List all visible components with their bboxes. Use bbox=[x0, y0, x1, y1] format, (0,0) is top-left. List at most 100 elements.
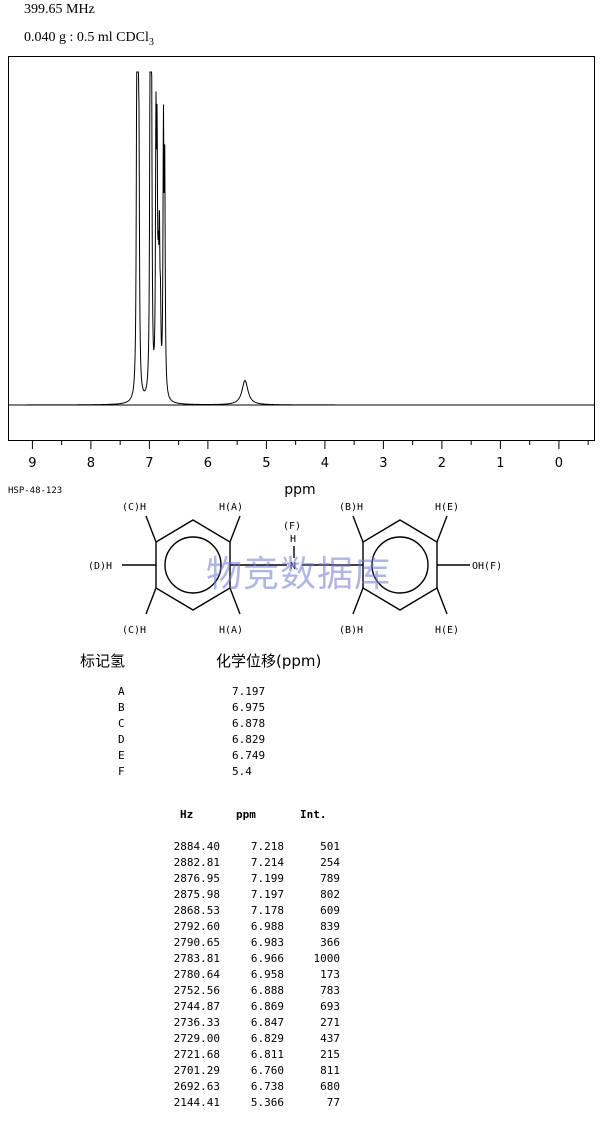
peak-hz: 2876.95 bbox=[173, 872, 220, 885]
peak-ppm: 7.197 bbox=[250, 888, 284, 901]
peak-row: 2783.81 6.966 1000 bbox=[150, 952, 370, 968]
assignment-shift: 6.829 bbox=[232, 733, 266, 746]
peak-int: 501 bbox=[320, 840, 340, 853]
assignment-headers: 标记氢 化学位移(ppm) bbox=[80, 650, 480, 672]
assignment-label: C bbox=[118, 717, 125, 730]
peak-row: 2144.41 5.366 77 bbox=[150, 1096, 370, 1112]
peak-int: 1000 bbox=[313, 952, 341, 965]
peak-row: 2752.56 6.888 783 bbox=[150, 984, 370, 1000]
peak-row: 2780.64 6.958 173 bbox=[150, 968, 370, 984]
x-tick-label: 3 bbox=[379, 456, 387, 471]
assignment-shift: 6.878 bbox=[232, 717, 266, 730]
col-hz: Hz bbox=[180, 808, 194, 821]
col-int: Int. bbox=[300, 808, 327, 821]
peak-int: 789 bbox=[320, 872, 340, 885]
bond-a-top bbox=[229, 515, 241, 543]
peak-row: 2729.00 6.829 437 bbox=[150, 1032, 370, 1048]
peak-rows: 2884.40 7.218 501 2882.81 7.214 254 2876.95 7.1… bbox=[150, 840, 370, 1112]
peak-ppm: 6.829 bbox=[250, 1032, 284, 1045]
peak-int: 693 bbox=[320, 1000, 340, 1013]
bond-b-top bbox=[352, 515, 364, 543]
col-ppm: ppm bbox=[236, 808, 256, 821]
peak-int: 811 bbox=[320, 1064, 340, 1077]
x-tick-label: 0 bbox=[555, 456, 563, 471]
peak-int: 839 bbox=[320, 920, 340, 933]
assignment-table: A 7.197 B 6.975 C 6.878 D 6.829 E 6.749 F 5.4 bbox=[118, 685, 378, 781]
x-tick-label: 6 bbox=[204, 456, 212, 471]
bond-c-bottom bbox=[145, 587, 157, 615]
peak-hz: 2868.53 bbox=[173, 904, 220, 917]
label-a-bottom: H(A) bbox=[219, 625, 243, 636]
peak-int: 173 bbox=[320, 968, 340, 981]
assignment-row: B 6.975 bbox=[118, 701, 378, 717]
assignment-row: F 5.4 bbox=[118, 765, 378, 781]
peak-hz: 2884.40 bbox=[173, 840, 220, 853]
peak-ppm: 6.958 bbox=[250, 968, 284, 981]
x-tick-label: 9 bbox=[28, 456, 36, 471]
peak-hz: 2729.00 bbox=[173, 1032, 220, 1045]
peak-int: 609 bbox=[320, 904, 340, 917]
peak-row: 2882.81 7.214 254 bbox=[150, 856, 370, 872]
peak-hz: 2692.63 bbox=[173, 1080, 220, 1093]
peak-row: 2875.98 7.197 802 bbox=[150, 888, 370, 904]
bond-a-bottom bbox=[229, 587, 241, 615]
assignment-shift: 6.975 bbox=[232, 701, 266, 714]
peak-ppm: 7.199 bbox=[250, 872, 284, 885]
label-nh-h: H bbox=[290, 534, 296, 545]
peak-ppm: 6.847 bbox=[250, 1016, 284, 1029]
peak-ppm: 7.178 bbox=[250, 904, 284, 917]
x-tick-label: 5 bbox=[262, 456, 270, 471]
peak-int: 77 bbox=[326, 1096, 340, 1109]
assignment-row: E 6.749 bbox=[118, 749, 378, 765]
peak-ppm: 6.760 bbox=[250, 1064, 284, 1077]
peak-hz: 2701.29 bbox=[173, 1064, 220, 1077]
peak-hz: 2736.33 bbox=[173, 1016, 220, 1029]
peak-row: 2721.68 6.811 215 bbox=[150, 1048, 370, 1064]
label-e-bottom: H(E) bbox=[435, 625, 459, 636]
label-c-top: (C)H bbox=[122, 502, 146, 513]
header-shift: 化学位移(ppm) bbox=[216, 652, 322, 670]
peak-table-header: Hz ppm Int. bbox=[150, 808, 370, 824]
spectrum-trace bbox=[9, 71, 594, 406]
bond-b-bottom bbox=[352, 587, 364, 615]
peak-ppm: 6.983 bbox=[250, 936, 284, 949]
peak-int: 271 bbox=[320, 1016, 340, 1029]
peak-row: 2692.63 6.738 680 bbox=[150, 1080, 370, 1096]
peak-ppm: 6.869 bbox=[250, 1000, 284, 1013]
label-c-bottom: (C)H bbox=[122, 625, 146, 636]
peak-hz: 2144.41 bbox=[173, 1096, 220, 1109]
bond-e-bottom bbox=[436, 587, 448, 615]
peak-int: 215 bbox=[320, 1048, 340, 1061]
peak-hz: 2783.81 bbox=[173, 952, 220, 965]
molecule-structure: (C)H H(A) (D)H (C)H H(A) (F) H N (B)H H(… bbox=[88, 502, 502, 636]
x-tick-label: 1 bbox=[496, 456, 504, 471]
label-f: (F) bbox=[283, 521, 301, 532]
sample-text: 0.040 g : 0.5 ml CDCl bbox=[24, 30, 149, 45]
peak-hz: 2744.87 bbox=[173, 1000, 220, 1013]
bond-c-top bbox=[145, 515, 157, 543]
label-e-top: H(E) bbox=[435, 502, 459, 513]
assignment-label: F bbox=[118, 765, 125, 778]
x-tick-label: 4 bbox=[321, 456, 329, 471]
peak-hz: 2780.64 bbox=[173, 968, 220, 981]
assignment-label: B bbox=[118, 701, 125, 714]
peak-int: 254 bbox=[320, 856, 340, 869]
peak-ppm: 6.988 bbox=[250, 920, 284, 933]
right-aromatic-circle bbox=[371, 536, 429, 594]
peak-ppm: 7.214 bbox=[250, 856, 284, 869]
x-tick-label: 7 bbox=[145, 456, 153, 471]
watermark: 物竞数据库 bbox=[206, 554, 392, 595]
peak-row: 2868.53 7.178 609 bbox=[150, 904, 370, 920]
label-b-top: (B)H bbox=[339, 502, 363, 513]
bond-e-top bbox=[436, 515, 448, 543]
peak-row: 2701.29 6.760 811 bbox=[150, 1064, 370, 1080]
peak-row: 2876.95 7.199 789 bbox=[150, 872, 370, 888]
label-d: (D)H bbox=[88, 561, 112, 572]
x-tick-label: 8 bbox=[87, 456, 95, 471]
x-axis-tick-labels: 9 8 7 6 5 4 3 2 1 0 bbox=[28, 456, 563, 471]
compound-code: HSP-48-123 bbox=[8, 486, 63, 496]
sample-subscript: 3 bbox=[148, 36, 154, 48]
assignment-row: A 7.197 bbox=[118, 685, 378, 701]
peak-hz: 2875.98 bbox=[173, 888, 220, 901]
peak-ppm: 5.366 bbox=[250, 1096, 284, 1109]
